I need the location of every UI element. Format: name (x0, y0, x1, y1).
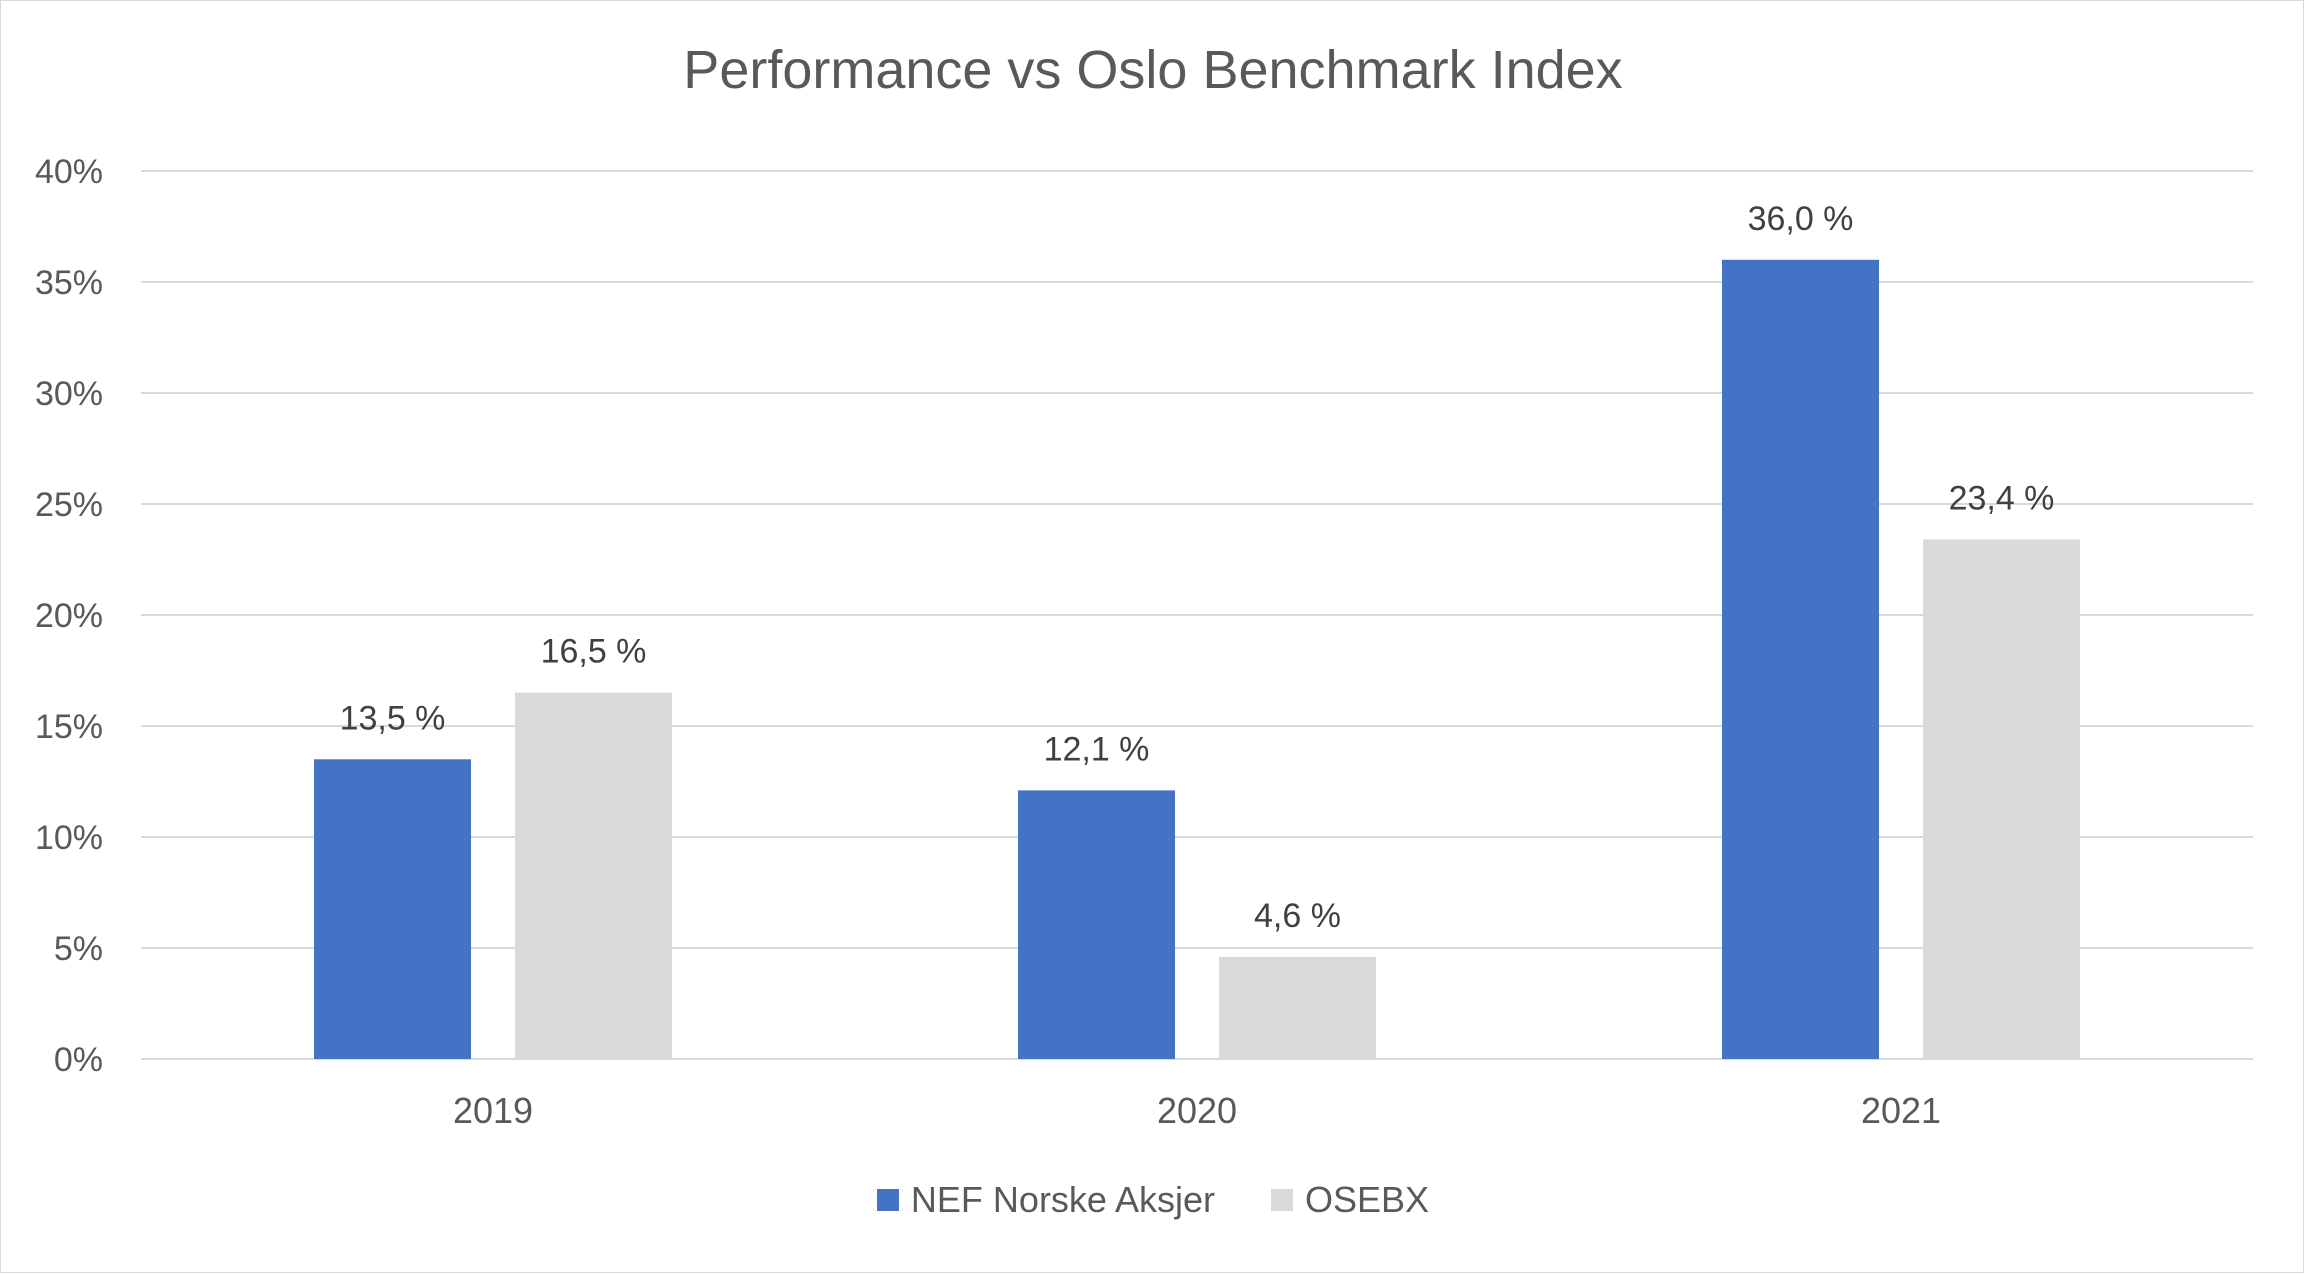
x-tick-label: 2021 (1861, 1090, 1941, 1131)
bar-osebx-2021 (1923, 539, 2080, 1059)
bar-osebx-2020 (1219, 956, 1376, 1059)
legend-item-osebx: OSEBX (1271, 1179, 1429, 1221)
y-tick-label: 25% (35, 486, 103, 524)
y-tick-label: 15% (35, 708, 103, 746)
legend-swatch-osebx (1271, 1189, 1293, 1211)
y-tick-label: 30% (35, 375, 103, 413)
legend: NEF Norske Aksjer OSEBX (1, 1179, 2304, 1221)
bar-nef-2021 (1722, 259, 1879, 1059)
y-tick-label: 10% (35, 819, 103, 857)
data-label: 23,4 % (1949, 480, 2055, 518)
bar-nef-2020 (1018, 790, 1175, 1059)
data-label: 13,5 % (340, 699, 446, 737)
y-tick-label: 0% (54, 1041, 103, 1079)
y-tick-label: 5% (54, 930, 103, 968)
x-tick-label: 2020 (1157, 1090, 1237, 1131)
legend-swatch-nef (876, 1189, 899, 1211)
data-label: 36,0 % (1748, 200, 1854, 238)
y-tick-label: 20% (35, 597, 103, 635)
y-tick-label: 35% (35, 264, 103, 302)
data-label: 4,6 % (1254, 897, 1341, 935)
x-tick-label: 2019 (453, 1090, 533, 1131)
bar-nef-2019 (314, 759, 471, 1059)
chart-title: Performance vs Oslo Benchmark Index (683, 40, 1623, 100)
y-tick-label: 40% (35, 153, 103, 191)
data-label: 16,5 % (541, 633, 647, 671)
data-label: 12,1 % (1044, 730, 1150, 768)
bar-osebx-2019 (515, 692, 672, 1059)
legend-label-osebx: OSEBX (1305, 1179, 1430, 1220)
legend-item-nef: NEF Norske Aksjer (876, 1179, 1215, 1221)
legend-label-nef: NEF Norske Aksjer (910, 1179, 1215, 1220)
